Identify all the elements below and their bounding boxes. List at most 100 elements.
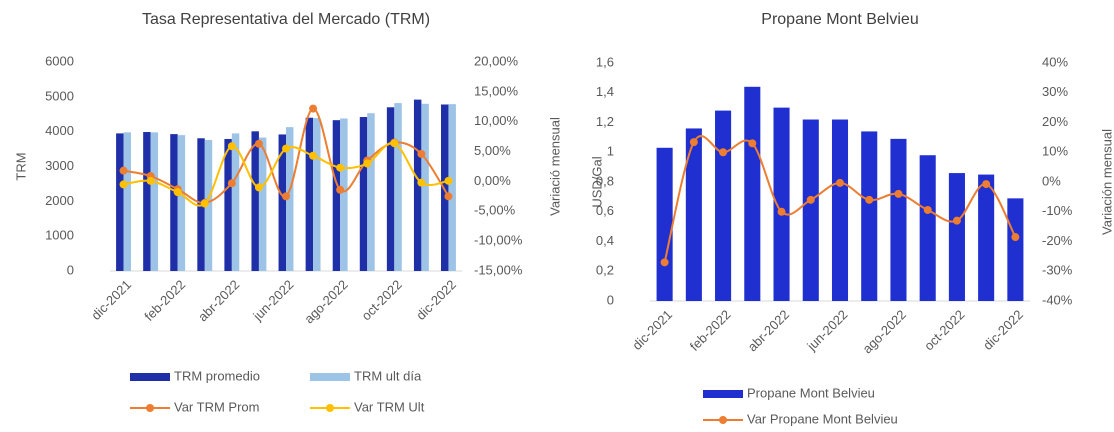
bar	[919, 155, 936, 301]
point	[282, 144, 290, 153]
bar	[773, 107, 790, 301]
bar	[744, 86, 761, 301]
y2-tick-label: 20%	[1042, 114, 1068, 129]
point	[748, 139, 757, 148]
legend-label: TRM promedio	[174, 368, 260, 383]
bar	[177, 135, 186, 271]
bar	[116, 133, 124, 271]
x-tick-label: feb-2022	[687, 307, 734, 354]
bar	[305, 117, 314, 271]
point	[173, 188, 182, 197]
point	[227, 179, 236, 188]
y2-tick-label: 10,00%	[474, 113, 519, 128]
bar	[421, 103, 429, 271]
y-tick-label: 0,6	[596, 203, 614, 218]
point	[336, 185, 345, 194]
bar	[1007, 198, 1024, 301]
x-tick-label: jun-2022	[803, 307, 850, 354]
x-tick-label: ago-2022	[860, 307, 909, 356]
chart-title: Propane Mont Belvieu	[761, 11, 918, 28]
point	[254, 183, 263, 192]
y2-tick-label: -10,00%	[474, 233, 523, 248]
bar	[258, 137, 267, 271]
x-tick-label: abr-2022	[195, 277, 242, 324]
y2-tick-label: -15,00%	[474, 262, 523, 277]
bar	[802, 119, 819, 302]
y2-tick-label: -5,00%	[474, 203, 516, 218]
y2-tick-label: -30%	[1042, 263, 1073, 278]
bar	[340, 118, 348, 272]
point	[119, 166, 128, 175]
y-tick-label: 6000	[45, 53, 74, 68]
bar	[224, 138, 232, 271]
y2-axis-label: Variació mensual	[547, 117, 562, 216]
y2-tick-label: 30%	[1042, 84, 1068, 99]
bar	[313, 118, 321, 271]
point	[836, 178, 844, 187]
y-tick-label: 1,6	[596, 54, 614, 69]
bar	[386, 107, 395, 272]
point	[417, 178, 426, 187]
x-tick-label: ago-2022	[301, 277, 350, 326]
bar	[286, 127, 294, 271]
point	[254, 139, 263, 148]
point	[282, 192, 290, 201]
legend-swatch	[719, 416, 727, 424]
y-tick-label: 5000	[45, 88, 74, 103]
bar	[685, 128, 702, 301]
bar	[441, 104, 449, 271]
y2-tick-label: 20,00%	[474, 53, 519, 68]
point	[200, 199, 209, 208]
y2-axis-label: Variación mensual	[1099, 129, 1114, 235]
bar	[150, 132, 159, 271]
y-tick-label: 1	[607, 144, 614, 159]
point	[309, 104, 318, 113]
x-tick-label: dic-2021	[88, 277, 134, 323]
x-tick-label: dic-2022	[413, 277, 459, 323]
bar	[831, 119, 849, 302]
y-tick-label: 0,8	[596, 173, 614, 188]
y-tick-label: 1,4	[596, 84, 614, 99]
y-tick-label: 0	[67, 262, 74, 277]
point	[865, 195, 874, 204]
y2-tick-label: -40%	[1042, 292, 1073, 307]
y2-tick-label: 0,00%	[474, 173, 511, 188]
legend-swatch	[703, 390, 743, 398]
point	[444, 192, 453, 201]
point	[119, 180, 128, 189]
bar	[656, 147, 673, 301]
point	[390, 139, 399, 148]
bar	[170, 134, 178, 271]
y-tick-label: 1,2	[596, 114, 614, 129]
point	[806, 195, 815, 204]
bar	[332, 120, 341, 272]
legend-label: Propane Mont Belvieu	[747, 385, 875, 400]
bar	[890, 138, 907, 301]
y-tick-label: 4000	[45, 123, 74, 138]
x-tick-label: oct-2022	[921, 307, 967, 353]
y2-tick-label: -20%	[1042, 233, 1073, 248]
y-tick-label: 0,4	[596, 233, 614, 248]
x-tick-label: jun-2022	[249, 277, 296, 324]
point	[227, 142, 236, 151]
x-tick-label: dic-2022	[980, 307, 1026, 353]
point	[894, 189, 903, 198]
x-tick-label: dic-2021	[629, 307, 675, 353]
bar	[394, 103, 402, 271]
point	[923, 205, 932, 214]
x-tick-label: feb-2022	[141, 277, 188, 324]
bar	[861, 131, 878, 301]
x-tick-label: abr-2022	[745, 307, 792, 354]
legend-label: Var TRM Ult	[354, 399, 425, 414]
bar	[123, 132, 131, 271]
chart-title: Tasa Representativa del Mercado (TRM)	[142, 11, 430, 28]
bar	[278, 134, 286, 271]
point	[952, 216, 961, 225]
bar	[143, 132, 151, 271]
bar	[413, 99, 422, 272]
y2-tick-label: 5,00%	[474, 143, 511, 158]
y-axis-label: USD/Gal	[589, 156, 604, 207]
point	[417, 149, 426, 158]
y-tick-label: 2000	[45, 193, 74, 208]
